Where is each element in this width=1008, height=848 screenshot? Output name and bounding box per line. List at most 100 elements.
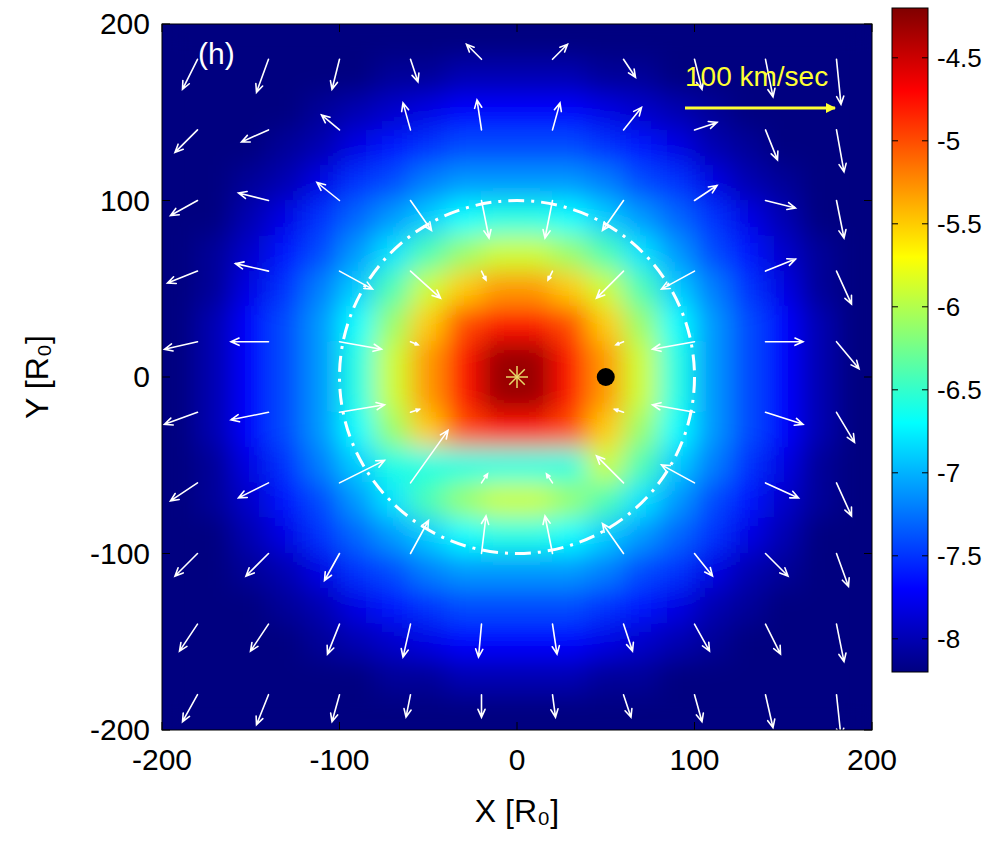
density-cell [304,482,341,518]
density-cell [481,59,518,95]
density-cell [268,694,305,730]
velocity-arrow [340,460,385,483]
density-cell [339,129,376,165]
density-cell [446,588,483,624]
density-cell [659,129,696,165]
figure: -200-1000100200-200-1000100200X [R₀]Y [R… [0,0,1008,848]
density-cell [730,129,767,165]
density-cell [197,588,234,624]
density-cell [197,94,234,130]
density-cell [659,165,696,201]
colorbar-tick [922,223,928,224]
density-cell [481,588,518,624]
velocity-arrow [615,409,624,412]
density-cell [446,341,483,377]
density-cell [197,553,234,589]
density-cell [162,588,198,624]
density-cell [801,235,838,271]
velocity-arrow [402,103,411,130]
x-tick [339,722,340,730]
density-cell [517,235,554,271]
density-cell [233,588,270,624]
density-cell [304,235,341,271]
velocity-arrow [475,100,482,130]
density-cell [588,659,625,695]
y-tick-label: 0 [133,360,150,393]
density-cell [446,447,483,483]
density-cell [801,341,838,377]
density-cell [481,235,518,271]
density-cell [268,518,305,554]
density-cell [410,59,447,95]
density-cell [623,588,660,624]
velocity-arrow [404,695,411,718]
velocity-arrow [478,695,485,718]
velocity-arrow [766,483,799,498]
velocity-arrow [603,524,624,554]
density-cell [233,129,270,165]
density-cell [197,624,234,660]
y-tick-label: -100 [90,537,150,570]
density-cell [162,624,198,660]
density-cell [162,659,198,695]
density-cell [268,482,305,518]
density-cell [694,659,731,695]
colorbar-tick [922,555,928,556]
density-cell [765,165,802,201]
density-cell [446,271,483,307]
x-tick-label: 100 [669,743,719,776]
density-cell [836,341,872,377]
density-cell [730,271,767,307]
density-cell [588,59,625,95]
density-cell [730,341,767,377]
density-cell [623,200,660,236]
density-cell [162,165,198,201]
x-tick [339,24,340,32]
density-cell [552,412,589,448]
density-cell [552,588,589,624]
velocity-arrow [411,201,432,231]
y-tick [864,200,872,201]
density-cell [375,341,412,377]
density-cell [268,24,305,60]
density-cell [162,129,198,165]
y-tick-label: 100 [100,184,150,217]
density-cell [481,165,518,201]
orbit-circle [340,201,695,554]
density-cell [517,59,554,95]
density-cell [197,306,234,342]
density-cell [517,553,554,589]
density-cell [197,271,234,307]
density-cell [304,377,341,413]
colorbar-tick [892,472,898,473]
velocity-arrow [624,624,634,651]
velocity-arrow [327,624,339,654]
star [506,366,528,388]
density-cell [446,482,483,518]
density-cell [765,377,802,413]
density-cell [446,235,483,271]
density-cell [375,235,412,271]
density-cell [339,412,376,448]
density-cell [765,624,802,660]
velocity-arrow [231,338,269,345]
density-cell [339,588,376,624]
density-cell [304,341,341,377]
density-cell [162,412,198,448]
density-cell [517,518,554,554]
density-cell [694,129,731,165]
velocity-arrow [175,554,198,577]
density-cell [588,165,625,201]
x-tick-label: -100 [309,743,369,776]
density-cell [730,412,767,448]
density-cell [410,341,447,377]
colorbar-tick [892,555,898,556]
density-cell [659,694,696,730]
colorbar-tick [922,472,928,473]
density-cell [162,235,198,271]
density-cell [623,659,660,695]
density-cell [481,518,518,554]
density-cell [446,624,483,660]
density-cell [375,59,412,95]
density-cell [233,518,270,554]
